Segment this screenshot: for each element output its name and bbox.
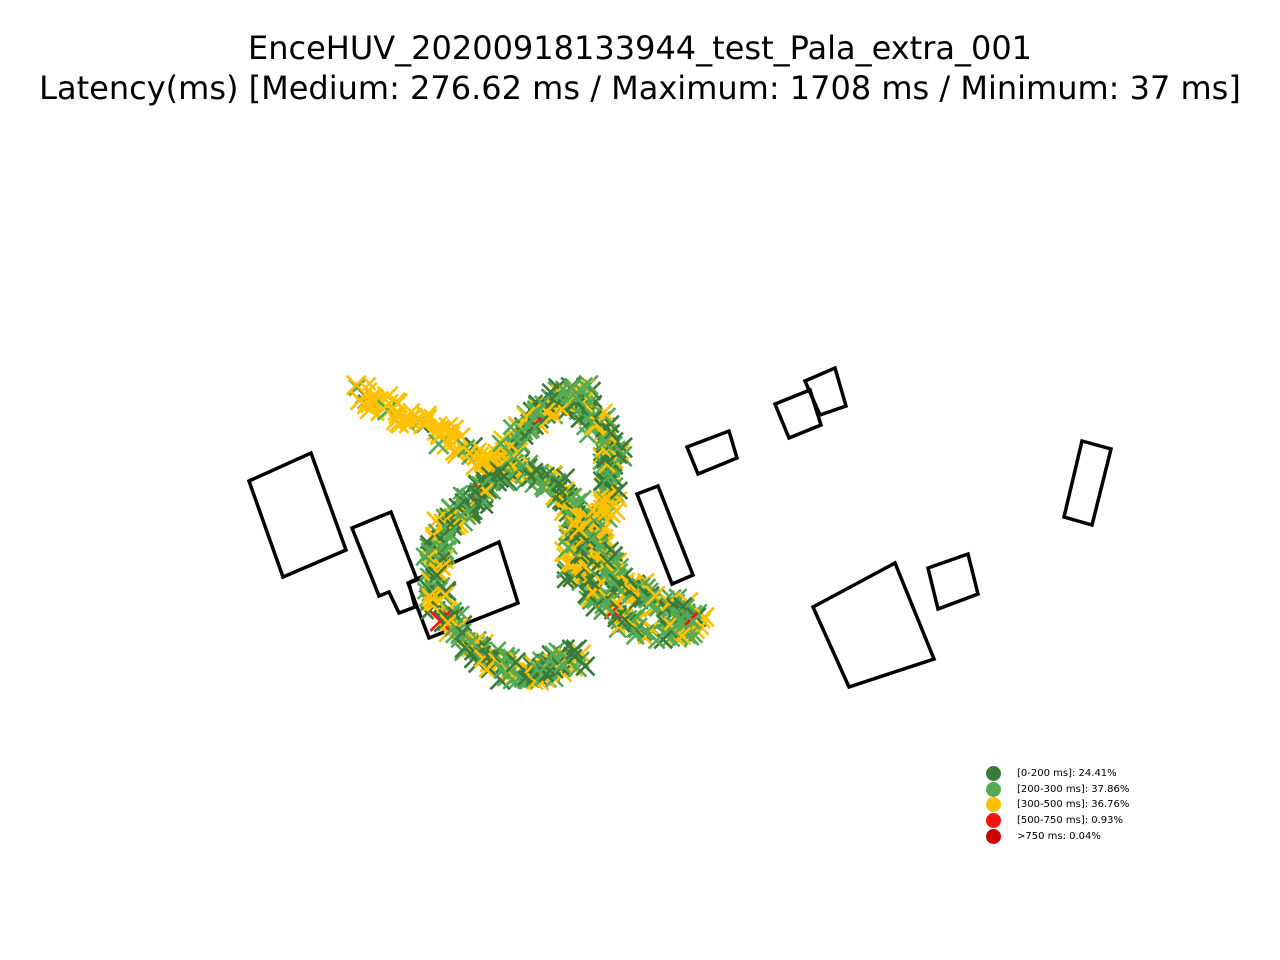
legend-label: [300-500 ms]: 36.76% (1017, 799, 1130, 811)
building-outline (246, 450, 349, 580)
legend-marker (986, 797, 1001, 813)
latency-point (440, 524, 459, 543)
latency-point (556, 401, 577, 422)
latency-track (345, 374, 715, 691)
building-outlines (246, 365, 1114, 690)
latency-point (444, 441, 465, 462)
latency-point (451, 426, 471, 447)
latency-point (488, 453, 504, 469)
latency-point (378, 393, 399, 414)
latency-point (535, 480, 554, 499)
latency-point (429, 425, 450, 446)
legend-entry: [500-750 ms]: 0.93% (986, 813, 1129, 829)
latency-point (514, 423, 530, 440)
legend-entry: [200-300 ms]: 37.86% (986, 781, 1130, 798)
latency-point (463, 633, 480, 650)
latency-point (502, 418, 519, 436)
title-block: EnceHUV_20200918133944_test_Pala_extra_0… (0, 0, 1280, 108)
latency-point (421, 549, 437, 566)
building-outline (802, 365, 849, 418)
latency-point (446, 418, 465, 437)
building-outline (925, 551, 981, 612)
legend-entry: [300-500 ms]: 36.76% (986, 797, 1129, 813)
latency-point (561, 638, 576, 653)
chart-title: EnceHUV_20200918133944_test_Pala_extra_0… (247, 29, 1033, 67)
latency-point (433, 558, 452, 577)
legend-marker (986, 766, 1001, 782)
building-outline (684, 428, 740, 477)
legend-entry: >750 ms: 0.04% (986, 828, 1129, 844)
latency-point (427, 565, 447, 586)
legend-label: [500-750 ms]: 0.93% (1017, 815, 1124, 827)
latency-point (597, 490, 618, 511)
latency-point (441, 423, 459, 440)
latency-point (560, 556, 576, 572)
latency-point (436, 585, 455, 605)
building-outline (1061, 438, 1114, 528)
chart-subtitle: Latency(ms) [Medium: 276.62 ms / Maximum… (39, 69, 1241, 107)
latency-point (567, 389, 586, 408)
latency-point (557, 537, 579, 559)
latency-point (429, 610, 452, 632)
building-outline (634, 483, 696, 587)
legend-marker (986, 781, 1001, 797)
legend-label: [0-200 ms]: 24.41% (1017, 768, 1117, 780)
legend-label: [200-300 ms]: 37.86% (1017, 783, 1130, 795)
latency-point (462, 445, 477, 461)
latency-point (490, 462, 510, 482)
latency-point (591, 502, 608, 519)
latency-point (647, 631, 666, 650)
latency-point (505, 652, 527, 673)
building-outline (772, 387, 824, 441)
building-outline (810, 560, 937, 690)
building-outline (349, 509, 420, 616)
latency-point (446, 425, 461, 441)
legend-entry: [0-200 ms]: 24.41% (986, 766, 1129, 782)
latency-point (575, 656, 596, 677)
legend-marker (986, 813, 1001, 829)
latency-point (614, 562, 629, 577)
legend-marker (986, 828, 1001, 844)
latency-point (526, 400, 548, 421)
latency-point (467, 632, 486, 651)
latency-point (580, 527, 603, 550)
legend-label: >750 ms: 0.04% (1017, 830, 1101, 842)
latency-point (420, 605, 435, 621)
legend: [0-200 ms]: 24.41% [200-300 ms]: 37.86% [3… (986, 766, 1129, 844)
latency-point (420, 587, 439, 605)
latency-point (438, 608, 460, 631)
latency-point (345, 374, 367, 396)
